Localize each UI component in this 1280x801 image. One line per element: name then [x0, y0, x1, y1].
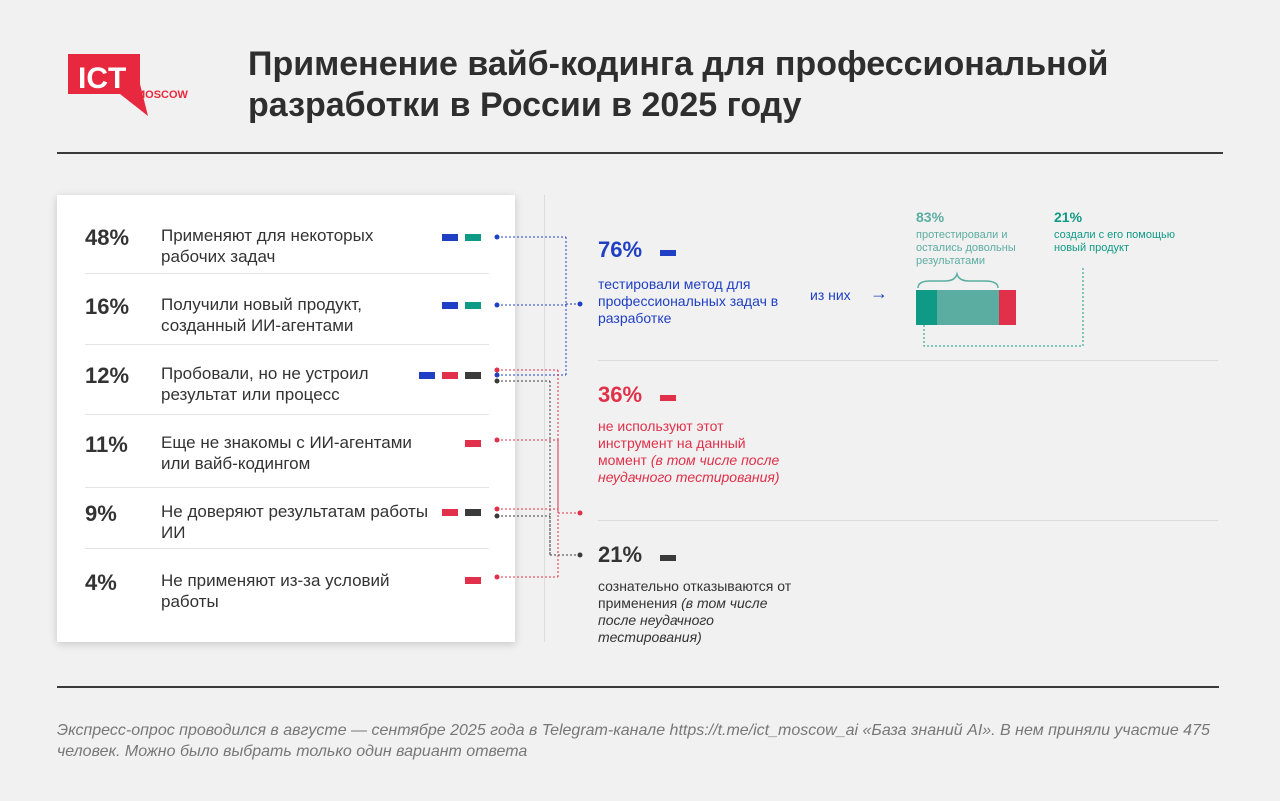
top-divider	[57, 152, 1223, 154]
red-group-chip	[465, 577, 481, 584]
breakdown-satisfied-text: протестировали и остались довольны резул…	[916, 229, 1016, 267]
blue-group-chip	[442, 302, 458, 309]
answer-pct: 12%	[85, 363, 130, 388]
summary-21-main: сознательно отказываются от применения	[598, 578, 792, 611]
red-group-chip	[442, 372, 458, 379]
breakdown-lead: из них	[810, 287, 851, 303]
answer-label: Не доверяют результатам работы ИИ	[161, 502, 429, 542]
blue-marker	[660, 249, 677, 256]
answer-label: Не применяют из-за условий работы	[161, 571, 390, 611]
dark-marker	[660, 554, 677, 561]
answer-pct: 11%	[85, 432, 128, 457]
arrow-right-icon: →	[870, 283, 888, 303]
summary-pct: 36%	[598, 382, 643, 407]
blue-group-chip	[419, 372, 435, 379]
teal-group-chip	[465, 302, 481, 309]
summary-pct: 76%	[598, 237, 643, 262]
bar-segment-product	[916, 290, 937, 325]
answer-pct: 9%	[85, 501, 117, 526]
summary-36: 36%	[598, 382, 677, 408]
bottom-divider	[57, 686, 1219, 688]
summary-21-text: сознательно отказываются от применения (…	[598, 578, 808, 646]
answer-pct: 16%	[85, 294, 130, 319]
red-marker	[660, 394, 677, 401]
summary-36-note: (в том числе после неудачного тестирован…	[598, 452, 780, 485]
summary-21-note: (в том числе после неудачного тестирован…	[598, 595, 768, 645]
row-divider	[85, 344, 489, 345]
answer-label: Еще не знакомы с ИИ-агентами или вайб-ко…	[161, 433, 412, 473]
answers-panel: 48% Применяют для некоторых рабочих зада…	[57, 195, 515, 642]
column-divider	[544, 195, 545, 642]
breakdown-satisfied-pct: 83%	[916, 209, 945, 225]
summary-pct: 21%	[598, 542, 643, 567]
summary-36-text: не используют этот инструмент на данный …	[598, 418, 783, 486]
title-line-1: Применение вайб-кодинга для профессионал…	[248, 45, 1109, 83]
row-divider	[85, 273, 489, 274]
dark-group-chip	[465, 372, 481, 379]
answer-pct: 4%	[85, 570, 117, 595]
summary-21: 21%	[598, 542, 677, 568]
answer-label: Применяют для некоторых рабочих задач	[161, 226, 374, 266]
connector-dot	[577, 301, 583, 307]
red-group-chip	[465, 440, 481, 447]
answer-pct: 48%	[85, 225, 130, 250]
brace-icon	[917, 271, 999, 289]
bar-segment-unsatisfied	[999, 290, 1016, 325]
page-title: Применение вайб-кодинга для профессионал…	[248, 44, 1208, 126]
ict-moscow-logo: ICT MOSCOW	[68, 54, 189, 116]
row-divider	[85, 487, 489, 488]
answer-label: Получили новый продукт, созданный ИИ-аге…	[161, 295, 362, 335]
breakdown-product-pct: 21%	[1054, 209, 1083, 225]
bar-segment-satisfied	[937, 290, 999, 325]
logo-text: ICT	[78, 62, 126, 95]
summary-divider	[598, 360, 1218, 361]
connector-dot	[577, 510, 583, 516]
summary-36-main: не используют этот инструмент на данный …	[598, 418, 746, 468]
blue-group-chip	[442, 234, 458, 241]
summary-76-text: тестировали метод для профессиональных з…	[598, 276, 779, 326]
breakdown-product-text: создали с его помощью новый продукт	[1054, 229, 1175, 254]
summary-76: 76%	[598, 237, 677, 263]
row-divider	[85, 548, 489, 549]
teal-group-chip	[465, 234, 481, 241]
breakdown-bar	[916, 268, 1084, 347]
summary-divider	[598, 520, 1218, 521]
answer-label: Пробовали, но не устроил результат или п…	[161, 364, 369, 404]
row-divider	[85, 414, 489, 415]
red-group-chip	[442, 509, 458, 516]
title-line-2: разработки в России в 2025 году	[248, 86, 802, 124]
footnote: Экспресс-опрос проводился в августе — се…	[57, 722, 1210, 760]
dark-group-chip	[465, 509, 481, 516]
connector-dot	[577, 552, 583, 558]
product-connector	[923, 268, 1084, 347]
logo-sub: MOSCOW	[136, 89, 189, 101]
